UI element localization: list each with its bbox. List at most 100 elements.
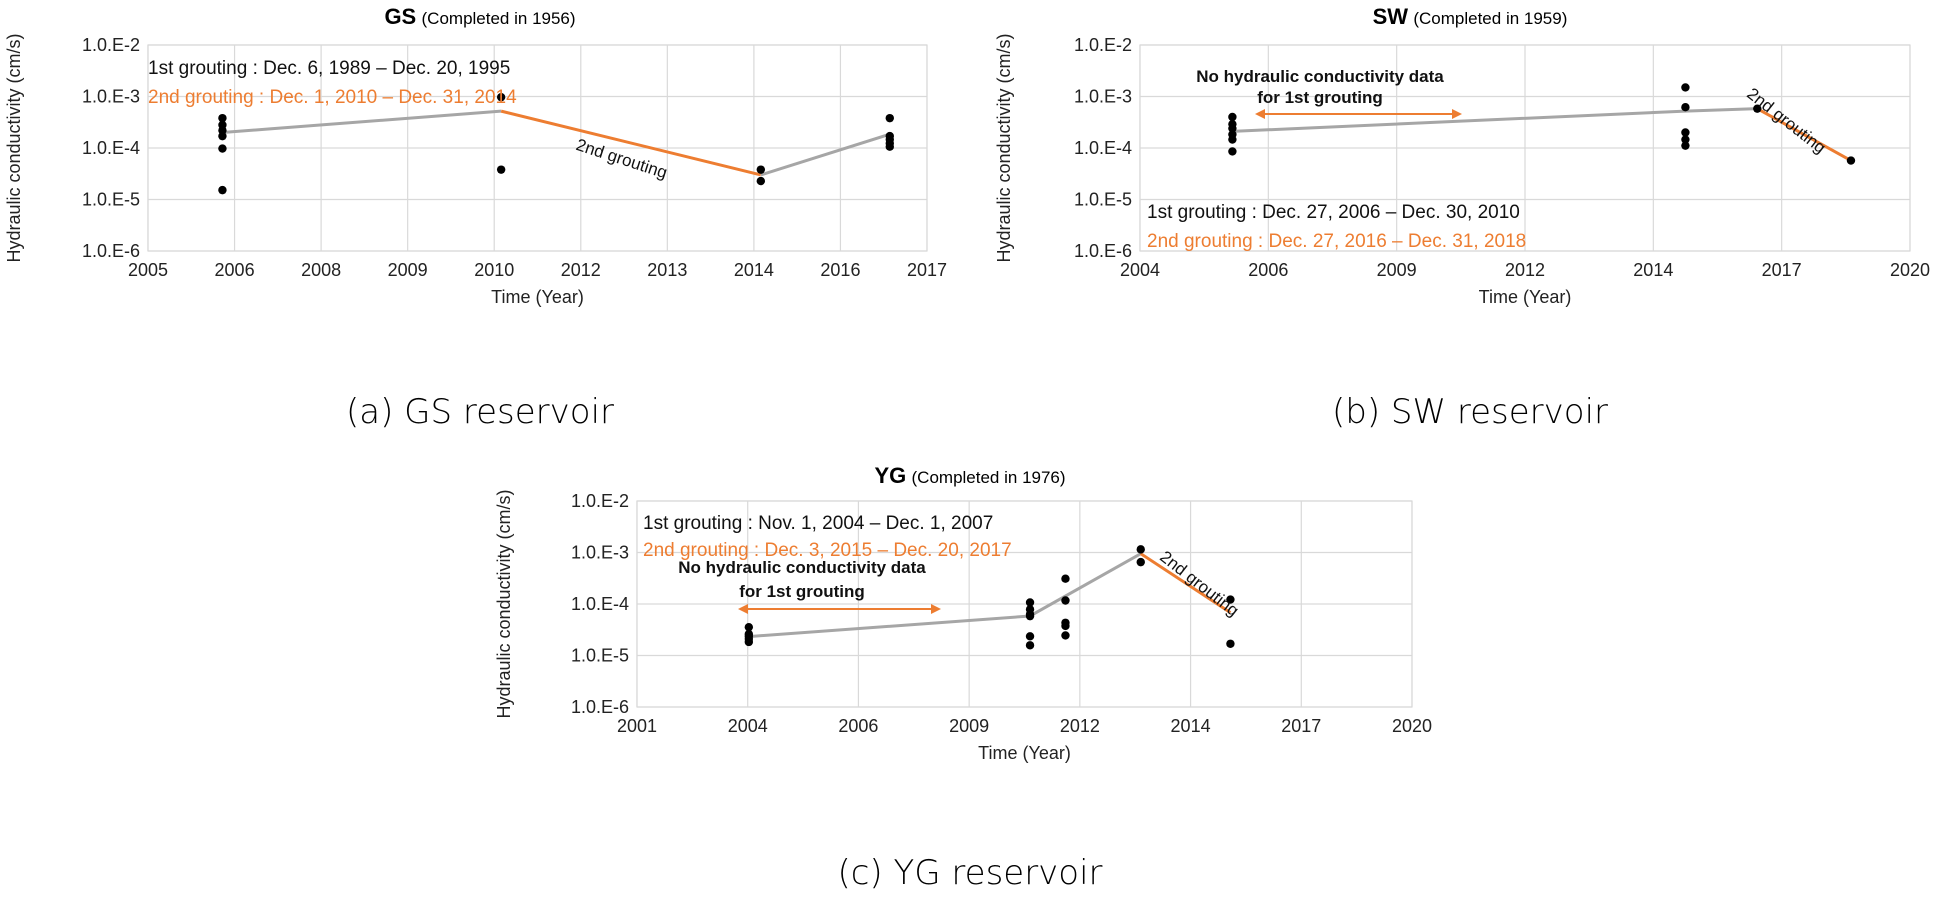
x-tick-label: 2008 xyxy=(301,260,341,280)
x-tick-label: 2001 xyxy=(617,716,657,736)
second-grouting-legend: 2nd grouting : Dec. 3, 2015 – Dec. 20, 2… xyxy=(643,540,1012,561)
completed-year: (Completed in 1959) xyxy=(1413,9,1568,28)
first-grouting-legend: 1st grouting : Dec. 27, 2006 – Dec. 30, … xyxy=(1147,202,1520,223)
x-tick-label: 2012 xyxy=(1060,716,1100,736)
data-point xyxy=(1226,639,1235,648)
x-tick-label: 2014 xyxy=(734,260,774,280)
data-point xyxy=(1228,135,1237,144)
chart-title: SW (Completed in 1959) xyxy=(990,4,1950,30)
x-tick-label: 2012 xyxy=(561,260,601,280)
reservoir-code: SW xyxy=(1372,4,1409,29)
y-tick-label: 1.0.E-2 xyxy=(571,491,629,511)
data-point xyxy=(218,144,227,153)
data-point xyxy=(1753,104,1762,113)
data-point xyxy=(1228,147,1237,156)
data-point xyxy=(1025,611,1035,621)
data-point xyxy=(1061,631,1070,640)
data-point xyxy=(1061,574,1070,583)
y-tick-label: 1.0.E-6 xyxy=(1074,241,1132,261)
no-data-note: No hydraulic conductivity data xyxy=(1196,67,1444,86)
arrow-head-left xyxy=(1255,109,1265,119)
x-tick-label: 2020 xyxy=(1890,260,1930,280)
caption: (b) SW reservoir xyxy=(1331,392,1609,432)
x-tick-label: 2020 xyxy=(1392,716,1432,736)
x-tick-label: 2014 xyxy=(1171,716,1211,736)
trend-line-orange xyxy=(1756,107,1852,162)
x-tick-label: 2017 xyxy=(1281,716,1321,736)
x-tick-label: 2017 xyxy=(907,260,947,280)
data-point xyxy=(1846,156,1856,165)
y-axis-label: Hydraulic conductivity (cm/s) xyxy=(994,33,1014,262)
first-grouting-legend: 1st grouting : Nov. 1, 2004 – Dec. 1, 20… xyxy=(643,513,993,534)
y-tick-label: 1.0.E-3 xyxy=(82,87,140,107)
y-tick-label: 1.0.E-5 xyxy=(1074,190,1132,210)
trend-line-orange xyxy=(500,109,762,177)
data-point xyxy=(1681,83,1690,92)
x-axis-label: Time (Year) xyxy=(1479,287,1572,307)
trend-line-gray xyxy=(1232,107,1758,133)
x-tick-label: 2006 xyxy=(1248,260,1288,280)
y-tick-label: 1.0.E-4 xyxy=(1074,138,1132,158)
x-tick-label: 2012 xyxy=(1505,260,1545,280)
arrow-head-right xyxy=(931,604,941,614)
data-point xyxy=(1228,112,1237,122)
first-grouting-legend: 1st grouting : Dec. 6, 1989 – Dec. 20, 1… xyxy=(148,58,510,79)
data-point xyxy=(218,126,227,135)
no-data-note-line2: for 1st grouting xyxy=(1257,88,1383,107)
x-tick-label: 2004 xyxy=(728,716,768,736)
caption: (c) YG reservoir xyxy=(837,853,1103,893)
x-tick-label: 2005 xyxy=(128,260,168,280)
data-point xyxy=(744,637,754,647)
x-tick-label: 2014 xyxy=(1633,260,1673,280)
data-point xyxy=(496,92,506,102)
arrow-head-left xyxy=(738,604,748,614)
data-point xyxy=(1226,595,1235,604)
no-data-note: No hydraulic conductivity data xyxy=(678,558,926,577)
caption: (a) GS reservoir xyxy=(345,392,614,432)
second-grouting-legend: 2nd grouting : Dec. 27, 2016 – Dec. 31, … xyxy=(1147,231,1526,252)
arrow-head-right xyxy=(1452,109,1462,119)
data-point xyxy=(885,113,894,123)
x-tick-label: 2004 xyxy=(1120,260,1160,280)
data-point xyxy=(218,113,227,123)
data-point xyxy=(1025,641,1035,650)
panel-gs: GS (Completed in 1956) 1.0.E-6 1.0.E-5 1.0… xyxy=(0,0,960,450)
data-point xyxy=(1681,102,1690,112)
panel-yg: YG (Completed in 1976) 1.0.E-6 1.0.E-5 1.0… xyxy=(490,455,1450,897)
y-tick-label: 1.0.E-6 xyxy=(82,241,140,261)
data-point xyxy=(1681,135,1690,144)
data-point xyxy=(1025,598,1035,607)
second-grouting-legend: 2nd grouting : Dec. 1, 2010 – Dec. 31, 2… xyxy=(148,87,517,108)
trend-line-orange xyxy=(1139,552,1232,614)
chart-sw: 1.0.E-6 1.0.E-5 1.0.E-4 1.0.E-3 1.0.E-2 2004 2… xyxy=(994,33,1930,307)
x-tick-label: 2006 xyxy=(838,716,878,736)
trend-line-gray xyxy=(222,109,502,134)
y-tick-label: 1.0.E-4 xyxy=(571,594,629,614)
x-tick-label: 2009 xyxy=(949,716,989,736)
data-point xyxy=(1681,141,1690,150)
chart-yg: 1.0.E-6 1.0.E-5 1.0.E-4 1.0.E-3 1.0.E-2 2001 2… xyxy=(494,489,1432,763)
y-tick-label: 1.0.E-3 xyxy=(571,543,629,563)
reservoir-code: YG xyxy=(874,463,907,488)
completed-year: (Completed in 1956) xyxy=(421,9,576,28)
x-axis-label: Time (Year) xyxy=(978,743,1071,763)
x-tick-label: 2010 xyxy=(474,260,514,280)
y-axis-label: Hydraulic conductivity (cm/s) xyxy=(494,489,514,718)
chart-gs: 1.0.E-6 1.0.E-5 1.0.E-4 1.0.E-3 1.0.E-2 2005 2… xyxy=(4,33,947,307)
data-point xyxy=(1136,557,1145,567)
y-tick-label: 1.0.E-4 xyxy=(82,138,140,158)
x-tick-label: 2006 xyxy=(215,260,255,280)
data-point xyxy=(885,142,894,151)
chart-title: GS (Completed in 1956) xyxy=(0,4,960,30)
x-tick-label: 2009 xyxy=(388,260,428,280)
x-tick-label: 2016 xyxy=(820,260,860,280)
data-point xyxy=(1136,545,1145,554)
x-tick-label: 2017 xyxy=(1762,260,1802,280)
panel-sw: SW (Completed in 1959) 1.0.E-6 1.0.E-5 1.0… xyxy=(990,0,1950,450)
trend-line-gray2 xyxy=(760,132,891,177)
y-tick-label: 1.0.E-5 xyxy=(82,190,140,210)
x-axis-label: Time (Year) xyxy=(491,287,584,307)
second-grouting-annotation: 2nd grouting xyxy=(1743,84,1829,157)
y-tick-label: 1.0.E-6 xyxy=(571,697,629,717)
data-point xyxy=(1228,124,1237,133)
